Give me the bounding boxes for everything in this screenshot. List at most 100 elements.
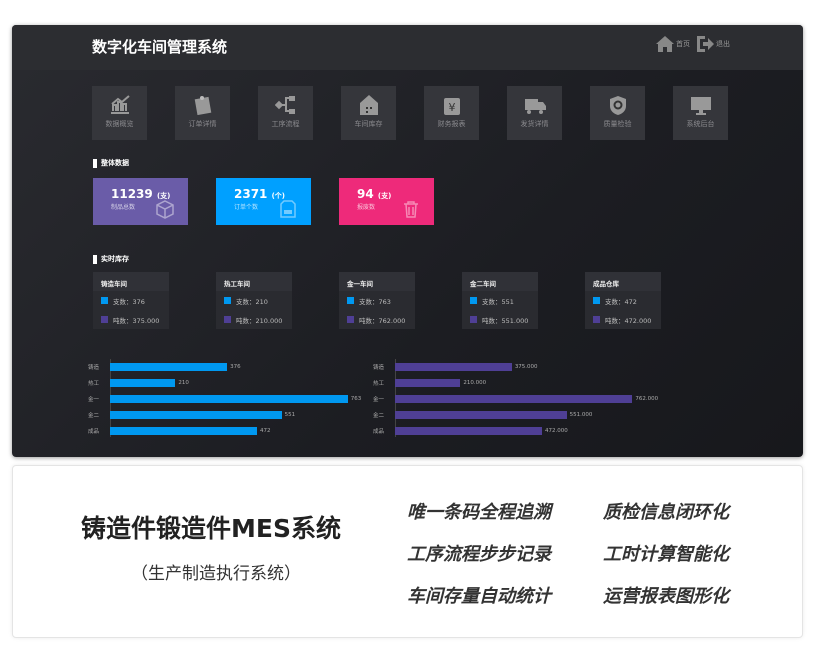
nav-tile-3[interactable]: 车间库存: [341, 86, 396, 140]
nav-label: 财务报表: [437, 120, 466, 128]
nav-tile-1[interactable]: 订单详情: [175, 86, 230, 140]
ton-legend-swatch: [101, 316, 108, 323]
category-label: 铸造: [88, 365, 100, 371]
workshop-name: 成品仓库: [585, 272, 661, 291]
category-label: 金一: [373, 397, 385, 403]
flow-icon: [274, 96, 295, 114]
nav-label: 数据概览: [105, 120, 134, 128]
ton-text: 吨数：472.000: [605, 316, 652, 325]
count-legend-swatch: [101, 297, 108, 304]
bar-row: 金二 551.000: [373, 411, 592, 419]
count-text: 支数：472: [605, 297, 637, 306]
bar-row: 成品 472: [88, 427, 271, 435]
workshop-name: 金一车间: [339, 272, 415, 291]
bar-row: 热工 210.000: [373, 379, 486, 387]
chart-icon: [110, 95, 130, 114]
bar[interactable]: [110, 395, 348, 403]
card-unit: (支): [377, 192, 392, 200]
workshop-name: 金二车间: [462, 272, 538, 291]
nav-tile-0[interactable]: 数据概览: [92, 86, 147, 140]
bar-value-label: 375.000: [514, 364, 538, 370]
inventory-title: 实时库存: [101, 255, 129, 263]
home-icon: [656, 36, 674, 52]
workshop-name: 热工车间: [216, 272, 292, 291]
count-text: 支数：376: [113, 297, 145, 306]
ton-legend-swatch: [224, 316, 231, 323]
category-label: 热工: [88, 381, 100, 387]
logout-button[interactable]: 退出: [696, 36, 730, 52]
category-label: 热工: [373, 381, 385, 387]
header: 数字化车间管理系统 首页 退出: [12, 25, 803, 70]
feature: 质检信息闭环化: [603, 502, 729, 523]
nav-tile-5[interactable]: 发货详情: [507, 86, 562, 140]
category-label: 铸造: [373, 365, 385, 371]
bar-row: 铸造 375.000: [373, 363, 538, 371]
workshop-box: 金二车间 支数：551 吨数：551.000: [462, 272, 538, 329]
feature: 唯一条码全程追溯: [407, 502, 551, 523]
ton-text: 吨数：551.000: [482, 316, 529, 325]
bar-value-label: 210: [178, 380, 189, 386]
summary-card[interactable]: 2371 (个) 订单个数: [216, 178, 311, 225]
count-legend-swatch: [224, 297, 231, 304]
bar-value-label: 762.000: [635, 396, 659, 402]
workshop-box: 金一车间 支数：763 吨数：762.000: [339, 272, 415, 329]
nav-label: 订单详情: [188, 120, 217, 128]
bar[interactable]: [395, 411, 567, 419]
clipboard-icon: [194, 96, 211, 115]
feature: 车间存量自动统计: [407, 586, 551, 607]
count-legend-swatch: [470, 297, 477, 304]
feature: 工时计算智能化: [603, 544, 729, 565]
summary-card[interactable]: 94 (支) 报废数: [339, 178, 434, 225]
bar[interactable]: [395, 379, 461, 387]
count-text: 支数：210: [236, 297, 268, 306]
home-button[interactable]: 首页: [656, 36, 690, 52]
shield-icon: [609, 96, 626, 115]
card-unit: (个): [271, 192, 285, 200]
promo-title: 铸造件锻造件MES系统: [81, 514, 341, 543]
bar-value-label: 376: [230, 364, 241, 370]
bar[interactable]: [395, 427, 543, 435]
warehouse-icon: [359, 95, 378, 115]
nav-label: 系统后台: [686, 120, 715, 128]
bar[interactable]: [395, 363, 512, 371]
workshop-name: 铸造车间: [93, 272, 169, 291]
nav-tile-7[interactable]: 系统后台: [673, 86, 728, 140]
card-label: 报废数: [357, 204, 376, 211]
bar-value-label: 551: [284, 412, 296, 418]
promo-subtitle: （生产制造执行系统）: [131, 564, 301, 584]
nav-label: 车间库存: [354, 120, 383, 128]
box-icon: [156, 200, 174, 219]
bar[interactable]: [110, 379, 176, 387]
bar[interactable]: [395, 395, 633, 403]
workshop-box: 铸造车间支数：376 吨数：375.000: [93, 272, 169, 329]
ton-legend-swatch: [470, 316, 477, 323]
nav-tile-2[interactable]: 工序流程: [258, 86, 313, 140]
overview-section-title: 整体数据: [93, 158, 129, 168]
logout-label: 退出: [716, 40, 730, 48]
ton-legend-swatch: [593, 316, 600, 323]
summary-card[interactable]: 11239 (支) 制品总数: [93, 178, 188, 225]
promo-card: 铸造件锻造件MES系统 （生产制造执行系统） 唯一条码全程追溯 质检信息闭环化 …: [12, 465, 803, 638]
card-value: 94: [357, 187, 374, 201]
nav-tile-6[interactable]: 质量检验: [590, 86, 645, 140]
card-label: 订单个数: [234, 204, 259, 211]
card-value: 2371: [234, 187, 268, 201]
count-bar-chart: 铸造 376 热工 210 金一 763 金二 551 成品 472: [88, 357, 378, 437]
bar[interactable]: [110, 411, 282, 419]
nav-tile-4[interactable]: ¥ 财务报表: [424, 86, 479, 140]
bar[interactable]: [110, 363, 228, 371]
monitor-icon: [690, 97, 711, 115]
bar[interactable]: [110, 427, 258, 435]
nav-label: 质量检验: [603, 120, 632, 128]
ton-text: 吨数：375.000: [113, 316, 160, 325]
ton-legend-swatch: [347, 316, 354, 323]
card-unit: (支): [156, 192, 171, 200]
bar-value-label: 472.000: [545, 428, 568, 434]
bar-row: 金一 763: [88, 395, 361, 403]
app-window: 数字化车间管理系统 首页 退出 数据概览 订单详情 工序流程 车间库存 ¥ 财务报表 发货详…: [12, 25, 803, 457]
svg-text:¥: ¥: [448, 101, 455, 114]
app-title: 数字化车间管理系统: [92, 38, 228, 56]
nav-label: 发货详情: [520, 120, 549, 128]
bar-value-label: 551.000: [569, 412, 593, 418]
workshop-box: 成品仓库支数：472 吨数：472.000: [585, 272, 661, 329]
